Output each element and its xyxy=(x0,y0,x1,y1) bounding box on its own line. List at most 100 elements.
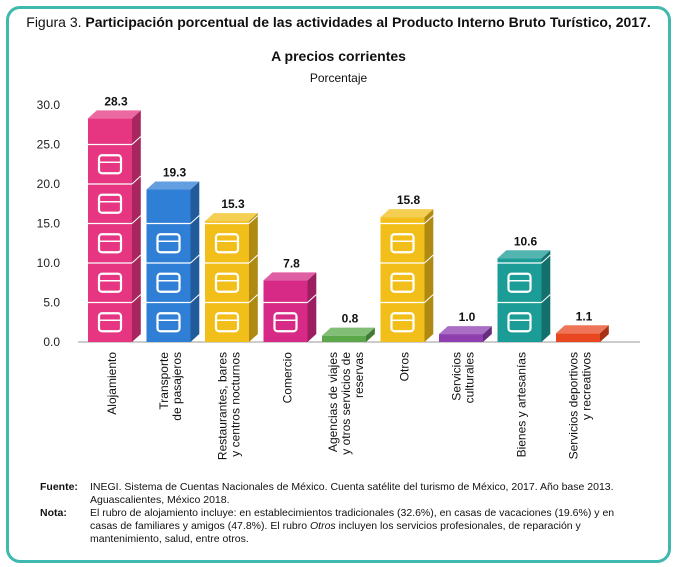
bar-segment-line xyxy=(131,215,142,224)
bar xyxy=(322,327,375,342)
bar-segment-line xyxy=(248,254,259,264)
data-label: 1.0 xyxy=(459,310,476,324)
bar-side xyxy=(307,272,317,342)
x-tick-label: Comercio xyxy=(281,352,295,404)
bar-top xyxy=(263,272,317,281)
suitcase-icon xyxy=(97,312,123,333)
data-label: 1.1 xyxy=(576,309,593,323)
bar-side xyxy=(366,327,375,342)
bar-front xyxy=(497,258,542,342)
bar-top xyxy=(439,326,492,335)
bar-top xyxy=(146,181,200,190)
bar-top xyxy=(322,327,375,336)
y-tick-label: 10.0 xyxy=(37,256,61,270)
bar xyxy=(205,213,259,342)
bar-side xyxy=(483,326,492,342)
data-label: 10.6 xyxy=(514,234,538,248)
notes-block: Fuente: INEGI. Sistema de Cuentas Nacion… xyxy=(40,481,640,546)
heart-pulse-icon xyxy=(390,233,415,254)
vase-icon xyxy=(507,272,532,293)
chef-hat-icon xyxy=(214,233,240,254)
chart-subtitle: A precios corrientes xyxy=(271,48,406,64)
y-tick-label: 25.0 xyxy=(37,138,61,152)
bar-segment-line xyxy=(190,254,200,264)
data-label: 19.3 xyxy=(163,166,187,180)
vase-icon xyxy=(507,312,532,333)
suitcase-icon xyxy=(97,154,123,175)
bar xyxy=(556,325,609,342)
bar-front xyxy=(88,118,132,343)
chef-hat-icon xyxy=(214,312,240,333)
bar-front xyxy=(146,189,191,342)
chef-hat-icon xyxy=(214,272,240,293)
source-text: INEGI. Sistema de Cuentas Nacionales de … xyxy=(90,481,614,506)
x-tick-label: Alojamiento xyxy=(105,352,119,415)
bar xyxy=(263,272,317,342)
bar xyxy=(439,326,492,342)
bar-segment-line xyxy=(131,294,142,303)
bar-segment-line xyxy=(541,294,551,303)
bar-front xyxy=(322,335,366,342)
bar-front xyxy=(439,334,483,342)
note-label: Nota: xyxy=(40,507,67,519)
bar-front xyxy=(380,217,425,342)
airplane-icon xyxy=(156,272,181,293)
bar xyxy=(88,110,142,343)
bar-side xyxy=(249,213,258,342)
bar-segment-line xyxy=(424,294,434,303)
shopping-cart-icon xyxy=(273,312,298,333)
suitcase-icon xyxy=(97,272,123,293)
title-text: Participación porcentual de las activida… xyxy=(85,14,651,30)
data-label: 7.8 xyxy=(283,256,300,270)
bar-segment-line xyxy=(248,215,259,224)
bar-segment-line xyxy=(131,136,142,145)
y-tick-label: 5.0 xyxy=(43,296,60,310)
bar-segment-line xyxy=(190,294,200,303)
note-text: El rubro de alojamiento incluye: en esta… xyxy=(90,507,615,545)
bar-segment-line xyxy=(248,294,259,303)
figure-label: Figura 3. xyxy=(26,14,82,30)
chart-title: Figura 3. Participación porcentual de la… xyxy=(0,14,677,31)
bar xyxy=(146,181,200,342)
data-label: 0.8 xyxy=(342,312,359,326)
airplane-icon xyxy=(156,312,181,333)
heart-pulse-icon xyxy=(390,312,415,333)
y-tick-label: 30.0 xyxy=(37,98,61,112)
x-tick-label: Serviciosculturales xyxy=(450,352,477,403)
data-label: 15.8 xyxy=(397,193,421,207)
data-label: 15.3 xyxy=(221,197,245,211)
x-tick-label: Transportede pasajeros xyxy=(157,352,184,421)
bar-segment-line xyxy=(424,215,434,224)
y-tick-label: 15.0 xyxy=(37,217,61,231)
data-label: 28.3 xyxy=(104,94,128,108)
bar-front xyxy=(263,280,308,342)
bar-segment-line xyxy=(307,294,317,303)
bar-segment-line xyxy=(131,254,142,264)
bar-segment-line xyxy=(190,215,200,224)
bar-chart: 0.0 5.0 10.0 15.0 20.0 25.0 30.0 28.3 Alojamient… xyxy=(37,94,640,460)
unit-label: Porcentaje xyxy=(309,71,368,85)
y-tick-label: 20.0 xyxy=(37,177,61,191)
x-tick-label: Agencias de viajesy otros servicios dere… xyxy=(326,352,366,455)
figure-frame xyxy=(6,6,671,563)
bar-side xyxy=(600,325,609,342)
bar-top xyxy=(205,213,258,222)
bar-front xyxy=(205,221,249,342)
suitcase-icon xyxy=(97,193,123,214)
x-tick-label: Bienes y artesanías xyxy=(515,352,529,457)
x-tick-label: Restaurantes, baresy centros nocturnos xyxy=(216,352,243,460)
source-label: Fuente: xyxy=(40,481,78,493)
bar-side xyxy=(541,250,551,342)
bar-segment-line xyxy=(541,254,551,264)
y-tick-label: 0.0 xyxy=(43,335,60,349)
bar-segment-line xyxy=(131,175,142,185)
suitcase-icon xyxy=(97,233,123,254)
bar-top xyxy=(88,110,141,119)
bar-side xyxy=(132,110,141,343)
bar-top xyxy=(497,250,551,259)
bar-top xyxy=(380,209,434,218)
bar-front xyxy=(556,333,600,342)
x-tick-label: Otros xyxy=(398,352,412,381)
bar-top xyxy=(556,325,609,334)
bar-side xyxy=(424,209,434,342)
